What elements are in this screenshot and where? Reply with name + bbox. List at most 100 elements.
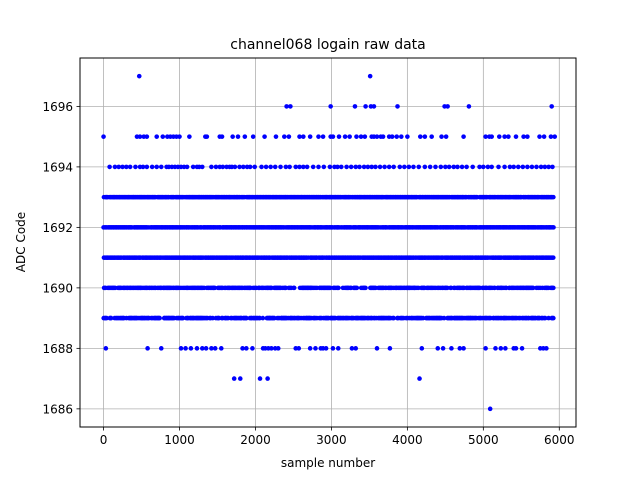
y-tick-label: 1692 [42,221,73,235]
data-point [541,134,547,139]
data-point [361,164,367,170]
data-point [455,164,460,170]
data-point [380,134,386,139]
data-point [232,164,238,170]
data-point [507,164,513,170]
data-point [538,164,544,170]
x-tick-label: 0 [100,433,108,447]
data-point [373,164,378,170]
data-point [136,73,142,79]
data-point [551,285,556,291]
data-point [394,134,400,139]
data-point [503,346,508,351]
chart-title: channel068 logain raw data [230,37,425,53]
x-axis-ticks: 0 1000 2000 3000 4000 5000 6000 [100,427,575,447]
data-point [354,134,359,139]
x-tick-label: 6000 [544,433,575,447]
data-point [369,164,374,170]
data-point [353,164,359,170]
data-point [419,346,425,351]
data-point [402,164,407,170]
data-point [310,164,316,170]
data-point [108,315,114,321]
data-point [365,164,371,170]
data-point [282,134,287,139]
data-point [550,164,555,170]
data-point [363,285,368,291]
data-point [287,164,292,170]
data-point [283,164,289,170]
data-point [212,346,218,351]
data-point [209,346,214,351]
data-point [160,134,166,139]
data-point [194,346,200,351]
data-point [502,134,507,139]
data-point [301,134,306,139]
data-point [149,164,155,170]
data-point [422,134,428,139]
data-point [549,104,554,109]
data-point [502,164,507,170]
data-point [321,164,327,170]
data-point [520,164,526,170]
data-point [158,346,164,351]
data-point [344,164,349,170]
data-point [551,194,556,200]
data-point [354,285,360,291]
data-point [513,346,519,351]
data-point [252,164,257,170]
data-point [387,346,393,351]
data-point [263,164,269,170]
data-point [199,164,205,170]
data-point [353,346,359,351]
data-point [316,164,321,170]
data-point [506,134,511,139]
data-point [377,164,383,170]
data-point [483,346,488,351]
data-point [382,164,387,170]
data-point [552,134,558,139]
data-point [461,134,466,139]
data-point [443,164,448,170]
data-point [235,134,241,139]
data-point [240,346,245,351]
data-point [406,164,412,170]
data-point [529,164,535,170]
data-point [330,134,336,139]
data-point [357,164,362,170]
data-point [521,134,526,139]
data-point [551,315,556,321]
data-point [427,164,433,170]
data-point [231,376,237,381]
data-point [237,376,243,381]
data-point [286,134,292,139]
x-tick-label: 5000 [468,433,499,447]
data-point [489,164,494,170]
data-point [104,315,109,321]
x-axis-label: sample number [281,456,375,470]
data-point [180,315,186,321]
data-point [250,346,255,351]
data-point [112,164,118,170]
data-point [330,346,336,351]
data-point [371,104,377,109]
data-point [230,134,235,139]
data-point [103,346,109,351]
data-point [440,346,446,351]
y-tick-label: 1690 [42,281,73,295]
data-point [542,164,548,170]
data-point [307,346,313,351]
data-point [548,134,554,139]
data-point [301,164,306,170]
data-point [435,346,441,351]
data-point [184,164,190,170]
data-point [481,164,486,170]
data-point [209,164,214,170]
data-point [124,164,129,170]
data-point [422,164,428,170]
data-point [433,164,438,170]
data-point [417,134,423,139]
data-point [483,134,488,139]
